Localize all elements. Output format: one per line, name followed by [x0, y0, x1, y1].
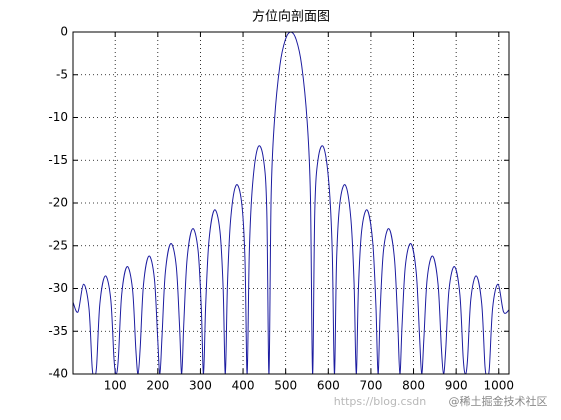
x-tick-label: 300	[189, 379, 212, 393]
x-tick-label: 800	[402, 379, 425, 393]
line-series	[73, 32, 509, 374]
watermark-url: https://blog.csdn	[334, 395, 426, 408]
y-tick-label: -35	[48, 324, 68, 338]
plot-frame	[72, 31, 510, 375]
x-tick-label: 100	[104, 379, 127, 393]
y-tick-label: -40	[48, 367, 68, 381]
y-tick-label: -10	[48, 110, 68, 124]
y-tick-label: -30	[48, 281, 68, 295]
y-tick-label: -20	[48, 196, 68, 210]
x-tick-label: 400	[232, 379, 255, 393]
plot-area	[73, 32, 509, 374]
x-tick-label: 700	[359, 379, 382, 393]
x-tick-label: 500	[274, 379, 297, 393]
x-tick-label: 200	[146, 379, 169, 393]
x-tick-label: 900	[445, 379, 468, 393]
x-tick-label: 600	[317, 379, 340, 393]
x-tick-label: 1000	[483, 379, 514, 393]
y-tick-label: -15	[48, 153, 68, 167]
y-tick-label: 0	[60, 25, 68, 39]
chart-title: 方位向剖面图	[252, 9, 330, 25]
y-tick-label: -5	[56, 67, 68, 81]
y-tick-label: -25	[48, 238, 68, 252]
watermark: @稀土掘金技术社区	[449, 394, 548, 408]
